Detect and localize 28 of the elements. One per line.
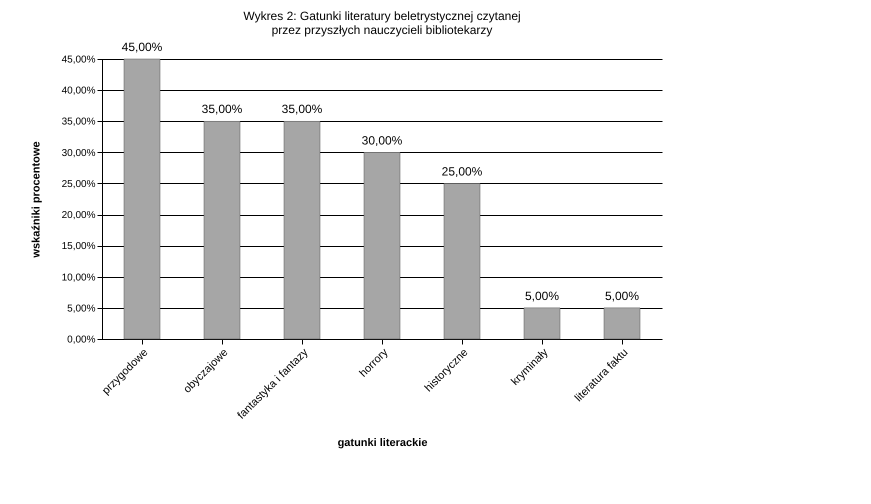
data-label: 35,00% — [282, 102, 323, 116]
y-tick-label: 25,00% — [62, 178, 96, 190]
bar — [204, 120, 240, 340]
data-label: 30,00% — [362, 133, 403, 148]
data-label: 35,00% — [202, 102, 243, 116]
y-tick-label: 20,00% — [62, 210, 96, 222]
x-axis-title: gatunki literackie — [338, 436, 428, 449]
y-tick-label: 30,00% — [62, 148, 96, 159]
text: Wykres 2: Gatunki literatury beletrystycznej czytanej — [243, 9, 521, 23]
bar — [284, 120, 320, 340]
text: przez przyszłych nauczycieli bibliotekarzy — [272, 23, 492, 37]
y-tick-label: 15,00% — [62, 241, 96, 252]
y-tick-label: 5,00% — [67, 303, 96, 314]
y-tick-label: 0,00% — [67, 334, 96, 346]
y-tick-label: 40,00% — [62, 86, 96, 97]
data-label: 25,00% — [442, 164, 483, 178]
y-axis-title: wskaźniki procentowe — [30, 141, 43, 259]
data-label: 5,00% — [524, 288, 560, 303]
bar — [444, 183, 480, 340]
data-label: 45,00% — [122, 40, 163, 54]
data-label: 5,00% — [604, 288, 640, 303]
bar — [364, 152, 400, 340]
bar — [524, 308, 560, 340]
bar — [124, 58, 160, 340]
y-tick-label: 45,00% — [62, 54, 96, 66]
bar — [604, 308, 640, 340]
y-tick-label: 10,00% — [62, 272, 96, 284]
y-tick-label: 35,00% — [62, 116, 96, 128]
